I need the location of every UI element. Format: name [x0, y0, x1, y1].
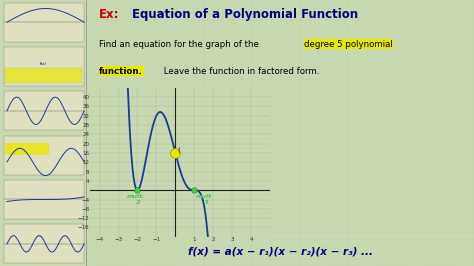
FancyBboxPatch shape — [3, 224, 84, 263]
FancyBboxPatch shape — [3, 47, 84, 86]
Text: function.: function. — [99, 66, 143, 76]
Text: (: ( — [177, 147, 180, 153]
Text: mult.
   2: mult. 2 — [126, 194, 145, 205]
Text: f(x) = a(x − r₁)(x − r₂)(x − r₃) ...: f(x) = a(x − r₁)(x − r₂)(x − r₃) ... — [188, 246, 374, 256]
FancyBboxPatch shape — [5, 143, 49, 155]
Text: degree 5 polynomial: degree 5 polynomial — [304, 40, 393, 49]
FancyBboxPatch shape — [3, 136, 84, 175]
FancyBboxPatch shape — [3, 180, 84, 219]
FancyBboxPatch shape — [3, 3, 84, 42]
FancyBboxPatch shape — [3, 91, 84, 130]
Text: Ex:: Ex: — [99, 8, 120, 21]
Text: mult
  3: mult 3 — [196, 194, 212, 205]
Text: Leave the function in factored form.: Leave the function in factored form. — [161, 66, 319, 76]
Text: f(x): f(x) — [40, 62, 47, 66]
FancyBboxPatch shape — [5, 68, 82, 83]
Text: Equation of a Polynomial Function: Equation of a Polynomial Function — [132, 8, 358, 21]
Text: Find an equation for the graph of the: Find an equation for the graph of the — [99, 40, 262, 49]
